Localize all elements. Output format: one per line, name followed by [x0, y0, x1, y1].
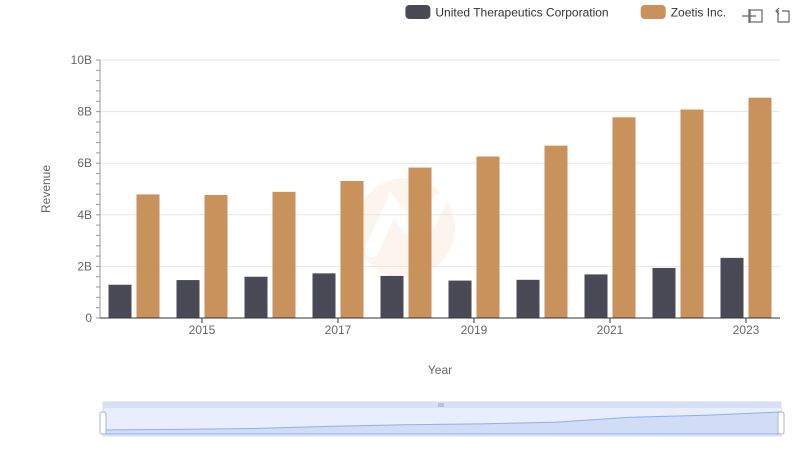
legend-label: United Therapeutics Corporation [435, 6, 608, 20]
restore-icon[interactable] [775, 7, 790, 23]
data-zoom-grip-icon[interactable] [438, 403, 444, 407]
bar-zoetis-2017[interactable] [340, 181, 364, 318]
legend-item-0[interactable]: United Therapeutics Corporation [405, 5, 609, 20]
bar-zoetis-2023[interactable] [748, 97, 772, 318]
bar-zoetis-2021[interactable] [612, 117, 636, 318]
legend-swatch [405, 5, 431, 19]
bar-zoetis-2014[interactable] [136, 194, 160, 318]
legend[interactable]: United Therapeutics Corporation Zoetis In… [405, 5, 726, 20]
bar-zoetis-2016[interactable] [272, 191, 296, 318]
data-zoom-handle-right[interactable] [777, 411, 785, 435]
x-axis: 2015 2017 2019 2021 2023 [100, 317, 780, 337]
zoom-icon[interactable] [742, 9, 763, 23]
x-tick-label: 2017 [325, 323, 352, 337]
y-axis-title: Revenue [39, 165, 53, 213]
bar-united-therapeutics-2021[interactable] [584, 274, 608, 318]
y-tick-label: 4B [77, 208, 92, 222]
y-tick-label: 2B [77, 259, 92, 273]
bar-united-therapeutics-2017[interactable] [312, 273, 336, 318]
bar-united-therapeutics-2014[interactable] [108, 284, 132, 318]
x-axis-title: Year [428, 363, 452, 377]
bar-united-therapeutics-2018[interactable] [380, 275, 404, 318]
bar-united-therapeutics-2015[interactable] [176, 280, 200, 318]
bar-zoetis-2022[interactable] [680, 109, 704, 318]
y-axis: 0 2B 4B 6B 8B 10B [71, 53, 101, 325]
bar-zoetis-2015[interactable] [204, 194, 228, 318]
bar-zoetis-2019[interactable] [476, 156, 500, 318]
y-tick-label: 8B [77, 105, 92, 119]
y-tick-label: 6B [77, 156, 92, 170]
legend-item-1[interactable]: Zoetis Inc. [640, 5, 726, 20]
data-zoom-handle-left[interactable] [99, 411, 107, 435]
x-tick-label: 2015 [189, 323, 216, 337]
x-tick-label: 2021 [597, 323, 624, 337]
bar-united-therapeutics-2019[interactable] [448, 280, 472, 318]
watermark-logo [355, 178, 455, 278]
bars[interactable] [108, 97, 772, 318]
data-zoom-slider[interactable] [99, 401, 785, 437]
bar-zoetis-2018[interactable] [408, 167, 432, 318]
bar-united-therapeutics-2016[interactable] [244, 276, 268, 318]
x-tick-label: 2023 [733, 323, 760, 337]
legend-label: Zoetis Inc. [671, 6, 726, 20]
bar-united-therapeutics-2022[interactable] [652, 267, 676, 318]
bar-zoetis-2020[interactable] [544, 145, 568, 318]
y-tick-label: 10B [71, 53, 92, 67]
grid-lines [100, 59, 780, 267]
bar-united-therapeutics-2020[interactable] [516, 279, 540, 318]
x-tick-label: 2019 [461, 323, 488, 337]
legend-swatch [640, 5, 666, 19]
y-tick-label: 0 [85, 311, 92, 325]
bar-united-therapeutics-2023[interactable] [720, 257, 744, 318]
